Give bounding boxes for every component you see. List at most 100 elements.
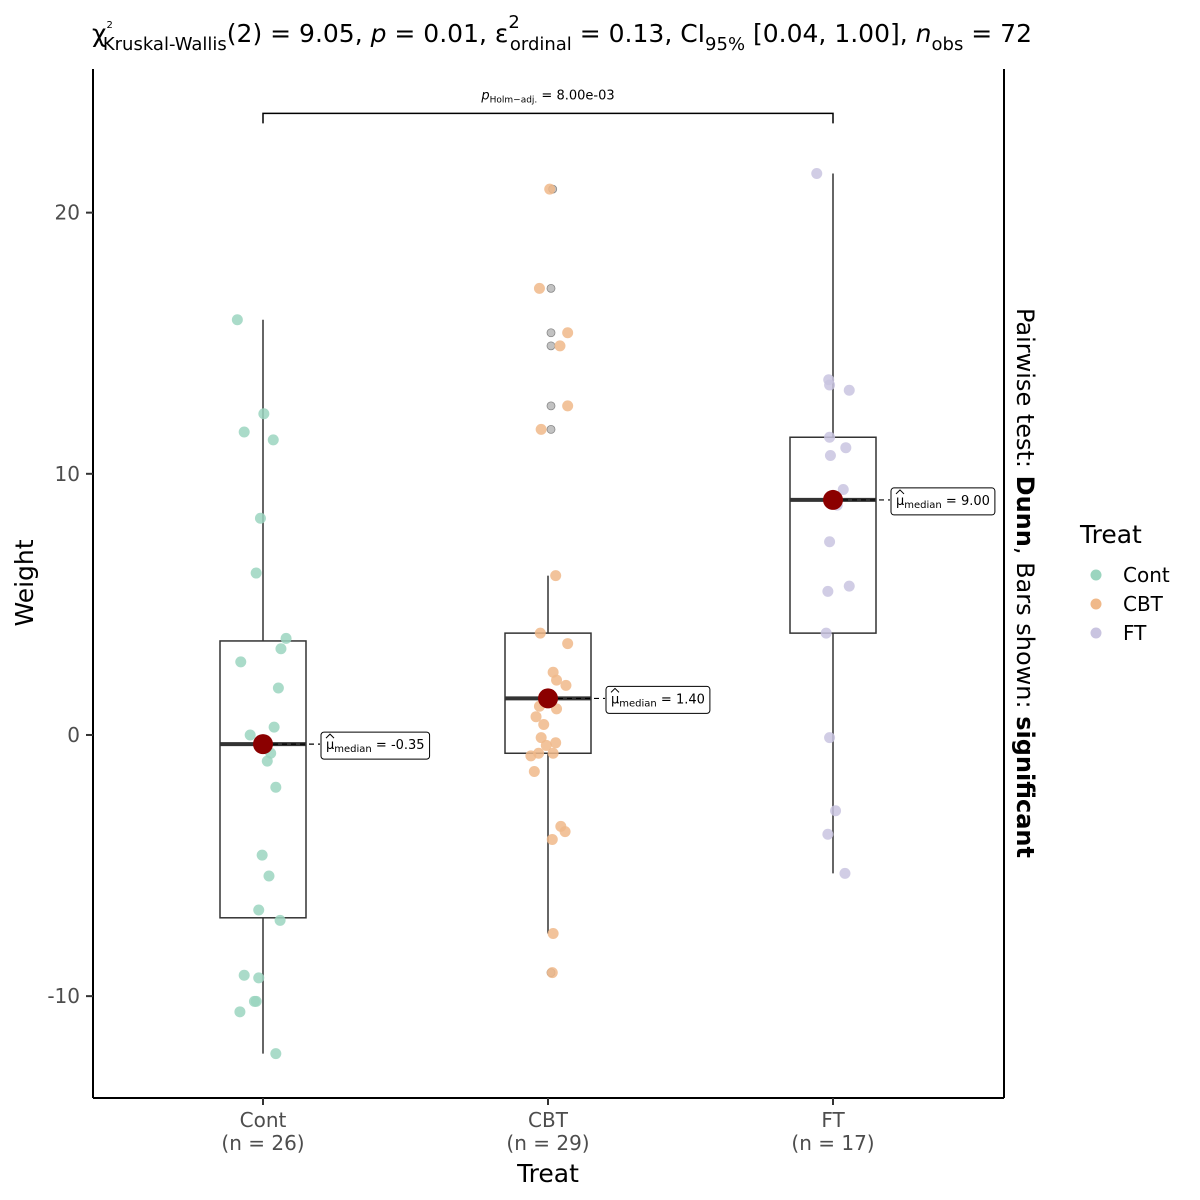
side-label-significance: significant xyxy=(1011,716,1039,858)
legend-title: Treat xyxy=(1079,520,1142,549)
title-ci-value: [0.04, 1.00], xyxy=(745,19,916,48)
median-point xyxy=(823,489,843,510)
data-point xyxy=(256,849,268,861)
data-point xyxy=(540,739,552,751)
data-point xyxy=(535,732,547,744)
data-point xyxy=(822,585,834,597)
data-point xyxy=(562,400,574,412)
side-label-middle: , Bars shown: xyxy=(1011,547,1039,716)
data-point xyxy=(822,828,834,840)
data-point xyxy=(820,627,832,639)
title-ci-sub: 95% xyxy=(705,34,745,55)
data-point xyxy=(534,627,546,639)
median-label-value: = -0.35 xyxy=(372,738,425,753)
data-point xyxy=(560,679,572,691)
data-point xyxy=(550,737,562,749)
title-p-symbol: p xyxy=(370,19,387,48)
outlier-point xyxy=(546,283,556,293)
side-label-prefix: Pairwise test: xyxy=(1011,308,1039,476)
data-point xyxy=(824,431,836,443)
data-points xyxy=(231,167,855,1060)
side-label-test: Dunn xyxy=(1011,476,1039,547)
legend-swatch xyxy=(1090,627,1102,639)
data-point xyxy=(546,833,558,845)
median-label-sub: median xyxy=(619,698,657,709)
legend-label: FT xyxy=(1123,621,1147,645)
y-ticks: -10 0 10 20 xyxy=(47,201,93,1008)
legend-swatch xyxy=(1090,598,1102,610)
title-p-value: = 0.01, xyxy=(386,19,494,48)
median-hat-icon xyxy=(325,733,335,739)
data-point xyxy=(244,729,256,741)
data-point xyxy=(830,805,842,817)
data-point xyxy=(234,1006,246,1018)
data-point xyxy=(270,1048,282,1060)
data-point xyxy=(248,995,260,1007)
data-point xyxy=(280,632,292,644)
data-point xyxy=(562,327,574,339)
data-point xyxy=(254,512,266,524)
data-point xyxy=(547,927,559,939)
data-point xyxy=(840,442,852,454)
data-point xyxy=(238,969,250,981)
data-point xyxy=(530,711,542,723)
pairwise-p-symbol: p xyxy=(480,88,489,103)
median-label-mu: μ xyxy=(611,692,619,707)
data-point xyxy=(275,643,287,655)
data-point xyxy=(546,967,558,979)
x-tick-label: CBT xyxy=(528,1108,569,1132)
data-point xyxy=(261,755,273,767)
data-point xyxy=(525,750,537,762)
median-hat-icon xyxy=(610,687,620,693)
data-point xyxy=(250,567,262,579)
data-point xyxy=(238,426,250,438)
data-point xyxy=(528,766,540,778)
outlier-point xyxy=(546,425,556,434)
data-point xyxy=(544,183,556,195)
outlier-point xyxy=(546,341,556,351)
data-point xyxy=(837,483,849,495)
data-point xyxy=(562,638,574,650)
data-point xyxy=(551,674,563,686)
pairwise-p-value: = 8.00e-03 xyxy=(537,88,614,103)
title-epsilon: ε xyxy=(495,19,509,48)
median-label: μmedian = 1.40 xyxy=(605,685,711,714)
median-label-value: = 9.00 xyxy=(942,494,990,509)
data-point xyxy=(535,423,547,435)
data-point xyxy=(547,747,559,759)
title-n-symbol: n xyxy=(916,19,932,48)
data-point xyxy=(843,384,855,396)
title-n-value: = 72 xyxy=(963,19,1032,48)
title-n-sub: obs xyxy=(932,34,964,55)
outlier-point xyxy=(546,401,556,411)
data-point xyxy=(253,904,265,916)
x-ticks: Cont(n = 26) CBT(n = 29) FT(n = 17) xyxy=(221,1098,875,1155)
pairwise-p-label: pHolm−adj. = 8.00e-03 xyxy=(480,88,614,105)
title-chi-sup: 2 xyxy=(106,20,112,31)
x-axis-title: Treat xyxy=(516,1159,579,1188)
legend: Treat Cont CBT FT xyxy=(1079,520,1170,645)
data-point xyxy=(550,570,562,582)
median-label: μmedian = -0.35 xyxy=(320,731,431,760)
median-label-value: = 1.40 xyxy=(657,692,705,707)
data-point xyxy=(811,167,823,179)
median-label-box xyxy=(890,487,996,516)
title-epsilon-value: = 0.13, CI xyxy=(572,19,705,48)
median-label-text: μmedian = -0.35 xyxy=(326,738,425,755)
title-epsilon-sup: 2 xyxy=(508,12,519,33)
outlier-point xyxy=(546,328,556,338)
y-tick-label: 0 xyxy=(67,723,80,747)
legend-items: Cont CBT FT xyxy=(1090,563,1170,645)
pairwise-bracket: pHolm−adj. = 8.00e-03 xyxy=(262,88,834,124)
data-point xyxy=(843,580,855,592)
data-point xyxy=(263,870,275,882)
data-point xyxy=(538,719,550,731)
y-axis-title: Weight xyxy=(10,539,39,626)
data-point xyxy=(839,867,851,879)
y-tick-label: 10 xyxy=(55,462,80,486)
median-label-text: μmedian = 1.40 xyxy=(611,692,705,709)
y-tick-label: 20 xyxy=(55,201,80,225)
data-point xyxy=(270,781,282,793)
boxplots xyxy=(219,173,877,1054)
